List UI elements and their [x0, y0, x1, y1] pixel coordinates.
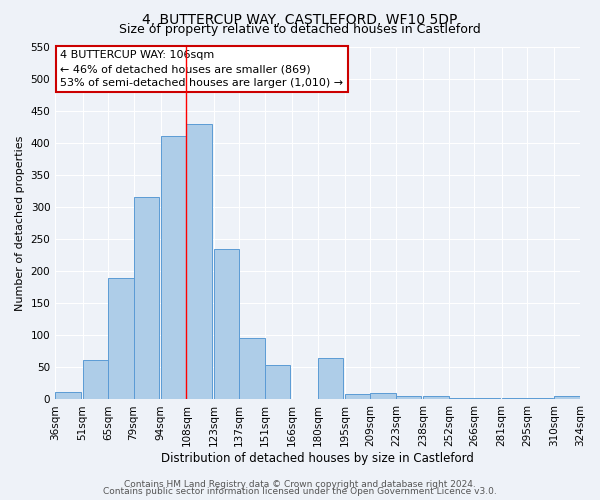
Bar	[475, 398, 500, 400]
Bar	[345, 394, 370, 400]
Bar	[396, 396, 421, 400]
Bar	[554, 396, 580, 400]
Bar	[55, 392, 80, 400]
Bar	[370, 393, 396, 400]
Text: 4, BUTTERCUP WAY, CASTLEFORD, WF10 5DP: 4, BUTTERCUP WAY, CASTLEFORD, WF10 5DP	[142, 12, 458, 26]
Text: Contains HM Land Registry data © Crown copyright and database right 2024.: Contains HM Land Registry data © Crown c…	[124, 480, 476, 489]
X-axis label: Distribution of detached houses by size in Castleford: Distribution of detached houses by size …	[161, 452, 474, 465]
Text: Contains public sector information licensed under the Open Government Licence v3: Contains public sector information licen…	[103, 487, 497, 496]
Bar	[214, 248, 239, 400]
Y-axis label: Number of detached properties: Number of detached properties	[15, 136, 25, 310]
Bar	[83, 360, 108, 400]
Bar	[449, 398, 475, 400]
Bar	[502, 398, 527, 400]
Text: Size of property relative to detached houses in Castleford: Size of property relative to detached ho…	[119, 22, 481, 36]
Bar	[134, 198, 159, 400]
Bar	[161, 136, 187, 400]
Bar	[187, 124, 212, 400]
Bar	[239, 338, 265, 400]
Bar	[317, 358, 343, 400]
Bar	[423, 396, 449, 400]
Bar	[265, 366, 290, 400]
Text: 4 BUTTERCUP WAY: 106sqm
← 46% of detached houses are smaller (869)
53% of semi-d: 4 BUTTERCUP WAY: 106sqm ← 46% of detache…	[61, 50, 344, 88]
Bar	[527, 398, 553, 400]
Bar	[108, 278, 134, 400]
